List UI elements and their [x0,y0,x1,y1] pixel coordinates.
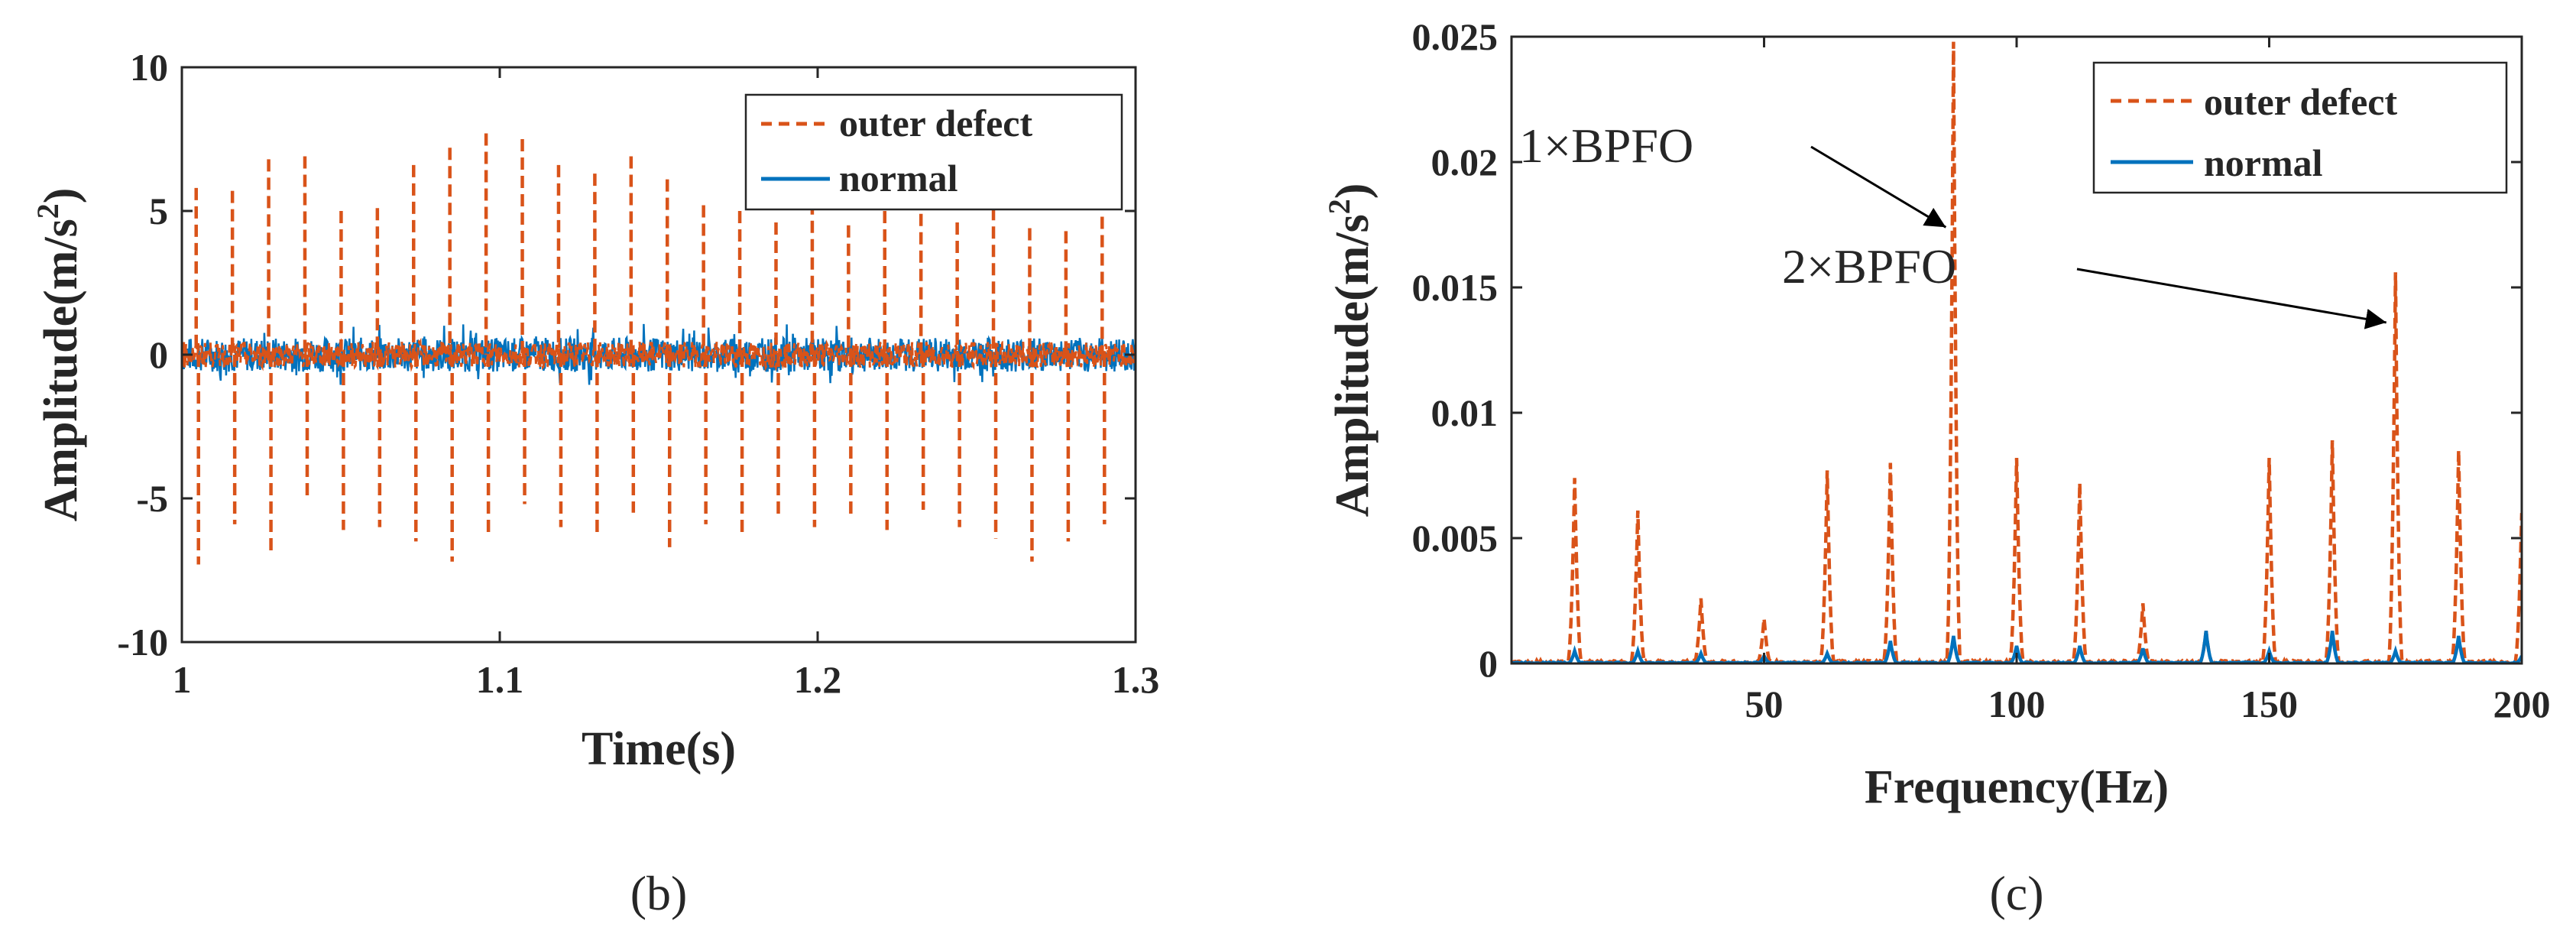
chart-c-ylabel-close: ) [1327,183,1379,200]
chart-c-ytick-label: 0 [1479,642,1498,685]
chart-b-ylabel-close: ) [35,188,87,204]
chart-c-ytick-label: 0.005 [1412,517,1499,560]
chart-c-ylabel: Amplitude(m/s2) [1322,183,1379,517]
chart-b-xtick-label: 1.1 [476,658,524,701]
chart-b-xlabel: Time(s) [582,723,736,775]
chart-b-ytick-label: 5 [149,190,168,232]
chart-c-annotation-1xbpfo: 1×BPFO [1519,118,1693,173]
chart-c-ytick-label: 0.025 [1412,15,1499,58]
chart-b-panel-label: (b) [630,866,688,920]
chart-c-annotation-2xbpfo: 2×BPFO [1782,239,1956,294]
chart-c-ytick-label: 0.015 [1412,266,1499,309]
chart-b-xtick-label: 1 [173,658,192,701]
chart-c-panel-label: (c) [1989,866,2043,920]
chart-c-xtick-label: 150 [2241,683,2298,725]
chart-b-ylabel-sup: 2 [31,203,65,219]
chart-c-ytick-label: 0.01 [1431,391,1499,434]
chart-b-ytick-label: 10 [130,46,168,89]
chart-b-xtick-label: 1.3 [1112,658,1160,701]
chart-c: 50 100 150 200 0.025 0.02 0.015 0.01 0.005 0 oute… [1322,15,2551,920]
chart-b-legend: outer defect normal [746,95,1122,209]
chart-c-ylabel-main: Amplitude(m/s [1327,214,1379,517]
chart-c-xtick-label: 50 [1745,683,1784,725]
chart-b-legend-label-outer-defect: outer defect [839,102,1032,144]
chart-b-ytick-label: -10 [117,621,168,663]
chart-b-xtick-label: 1.2 [794,658,842,701]
chart-c-ytick-label: 0.02 [1431,141,1499,183]
chart-c-ylabel-sup: 2 [1322,199,1356,214]
chart-b-ytick-label: -5 [136,477,168,520]
chart-c-legend: outer defect normal [2094,63,2506,193]
chart-b-legend-label-normal: normal [839,157,958,200]
chart-c-xtick-label: 200 [2493,683,2551,725]
chart-b-ylabel-main: Amplitude(m/s [35,219,87,521]
chart-c-legend-label-normal: normal [2204,141,2323,184]
chart-c-legend-label-outer-defect: outer defect [2204,80,2397,123]
chart-c-xlabel: Frequency(Hz) [1865,761,2169,813]
chart-b-ylabel: Amplitude(m/s2) [31,188,87,522]
chart-c-xtick-label: 100 [1988,683,2046,725]
chart-b-ytick-label: 0 [149,333,168,376]
